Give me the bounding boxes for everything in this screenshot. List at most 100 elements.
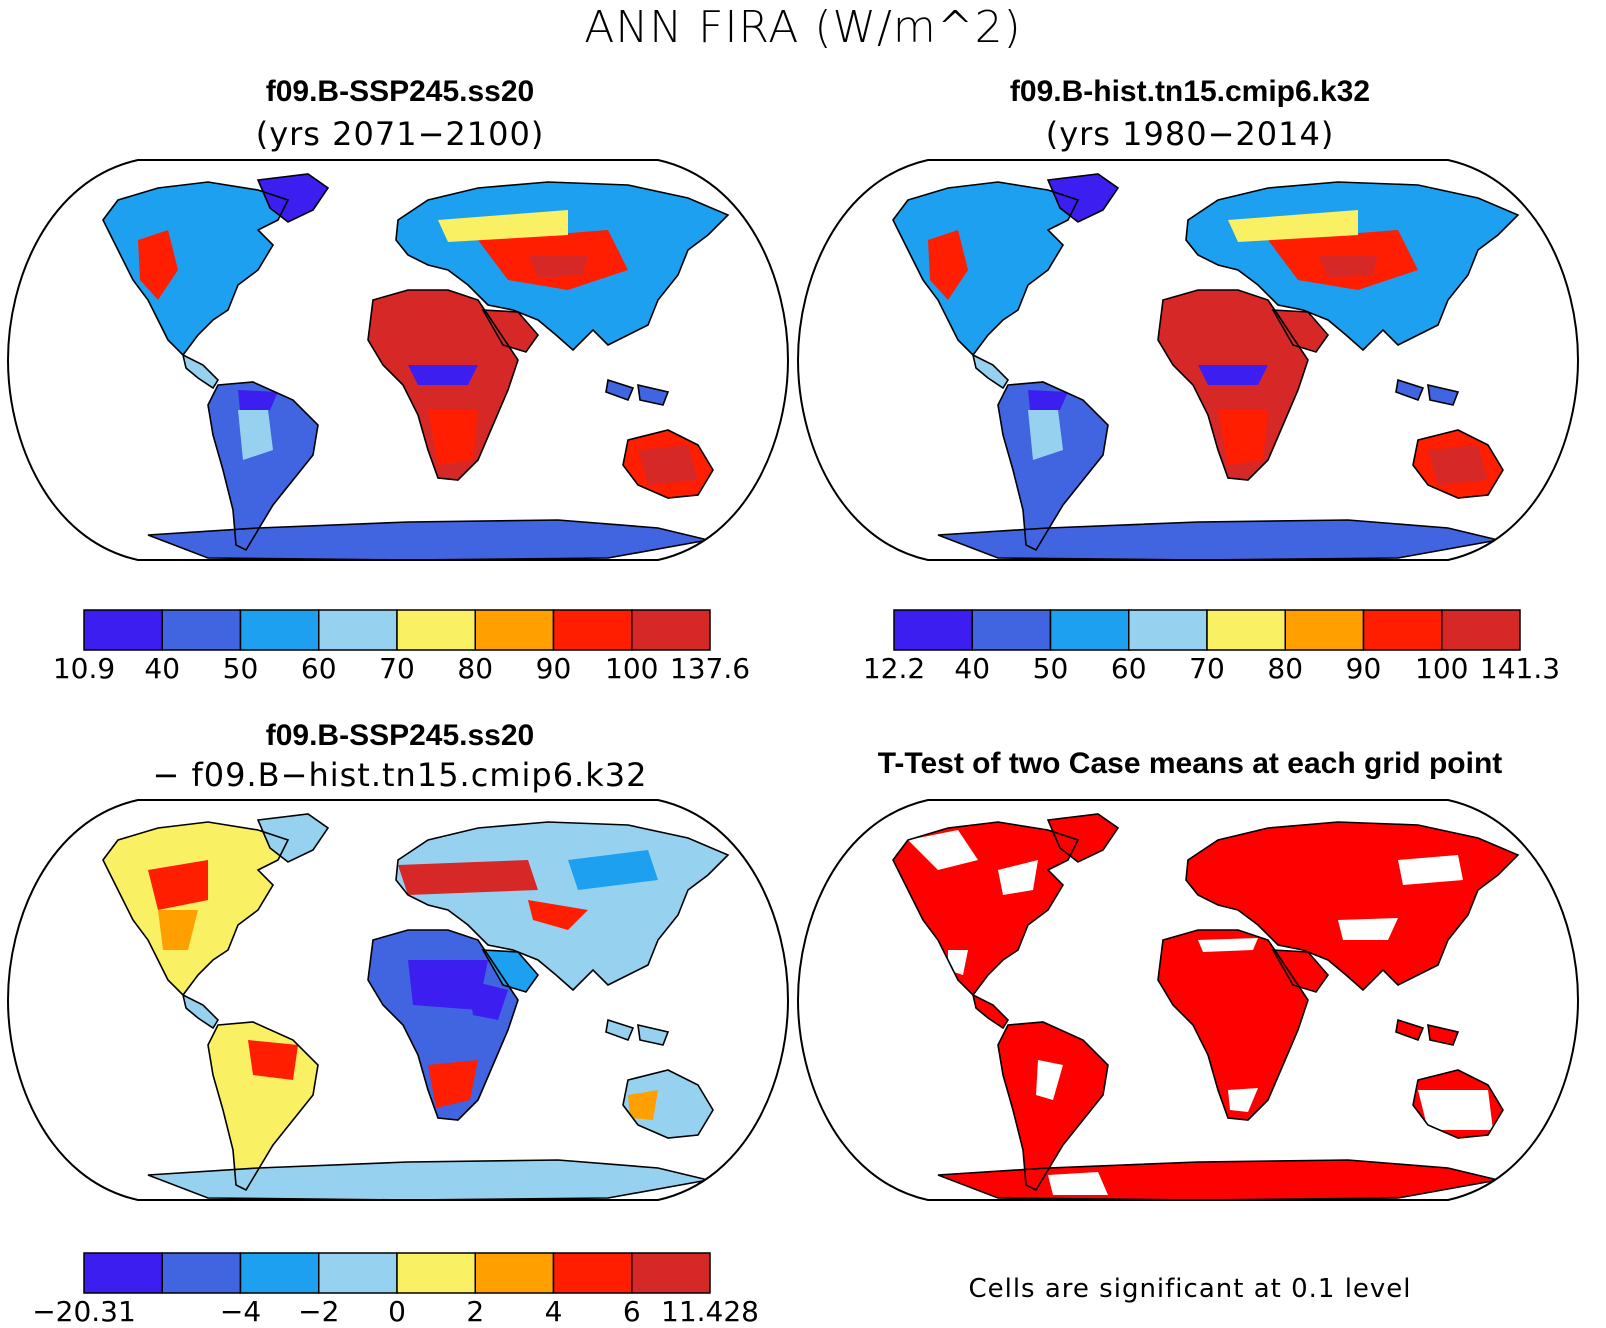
land-id1: [1396, 380, 1423, 400]
land-sa: [208, 382, 318, 550]
coastline: [892, 181, 1080, 357]
nonsignificant-patch: [1338, 918, 1398, 940]
coastline: [1395, 1018, 1425, 1042]
field-patch: [1168, 305, 1268, 350]
coastline: [481, 949, 540, 993]
coastline: [1185, 821, 1520, 992]
colorbar-case: [83, 609, 711, 651]
colorbar-tick-label: 100: [1415, 652, 1469, 685]
coastline: [395, 821, 730, 992]
coastline: [102, 821, 290, 997]
coastline: [1271, 949, 1330, 993]
land-ca: [183, 355, 218, 388]
colorbar-swatch: [1362, 609, 1443, 651]
coastline: [1271, 309, 1330, 353]
colorbar-tick-label: 70: [1189, 652, 1225, 685]
significant-land-ar: [1273, 950, 1328, 992]
colorbar-tick-label: 80: [1267, 652, 1304, 685]
colorbar-tick-label: 11.428: [661, 1295, 759, 1328]
colorbar-control: [893, 609, 1521, 651]
land-na: [103, 182, 288, 355]
colorbar-tick-label: 60: [300, 652, 337, 685]
nonsignificant-patch: [908, 830, 978, 870]
colorbar-tick-label: −20.31: [32, 1295, 136, 1328]
colorbar-swatch: [1284, 609, 1365, 651]
nonsignificant-patch: [1036, 1060, 1063, 1100]
colorbar-tick-label: 10.9: [52, 652, 116, 685]
map-control: [796, 159, 1580, 561]
colorbar-tick-label: 50: [222, 652, 259, 685]
colorbar-tick-label: 6: [622, 1295, 641, 1328]
coastline: [1395, 378, 1425, 402]
coastline: [605, 1018, 635, 1042]
coastline: [1046, 813, 1120, 863]
land-an: [148, 520, 708, 560]
colorbar-swatch: [83, 1252, 163, 1294]
panel-diff-subtitle: − f09.B−hist.tn15.cmip6.k32: [152, 756, 648, 794]
colorbar-swatch: [396, 1252, 476, 1294]
field-patch: [408, 365, 478, 385]
significant-land-af: [1158, 930, 1308, 1120]
colorbar-swatch: [893, 609, 973, 651]
colorbar-swatch: [1128, 609, 1208, 651]
field-patch: [378, 305, 478, 350]
coastline: [395, 181, 730, 352]
significant-land-id2: [1428, 1025, 1458, 1045]
field-patch: [528, 900, 588, 930]
land-id2: [638, 385, 668, 405]
colorbar-tick-label: 12.2: [862, 652, 926, 685]
coastline: [622, 1069, 714, 1139]
coastline: [181, 993, 220, 1030]
land-na: [103, 822, 288, 995]
colorbar-tick-label: 137.6: [669, 652, 751, 685]
coastline: [181, 353, 220, 390]
land-an: [938, 520, 1498, 560]
colorbar-tick-label: 40: [954, 652, 991, 685]
nonsignificant-patch: [1398, 855, 1463, 885]
coastline: [1427, 383, 1460, 406]
coastline: [1185, 181, 1520, 352]
colorbar-swatch: [971, 609, 1052, 651]
panel-diff-title: f09.B-SSP245.ss20: [265, 719, 535, 752]
nonsignificant-patch: [1048, 1172, 1108, 1195]
coastline: [892, 821, 1080, 997]
field-patch: [1028, 410, 1063, 460]
land-an: [148, 1160, 708, 1200]
colorbar-swatch: [396, 609, 476, 651]
colorbar-tick-label: 2: [466, 1295, 485, 1328]
colorbar-swatch: [474, 609, 555, 651]
field-patch: [528, 255, 588, 278]
colorbar-tick-label: 80: [457, 652, 494, 685]
colorbar-tick-label: 40: [144, 652, 181, 685]
significant-land-ca: [973, 995, 1008, 1028]
colorbar-swatch: [161, 1252, 242, 1294]
coastline: [1157, 929, 1309, 1121]
colorbar-tick-label: 90: [1345, 652, 1382, 685]
field-patch: [568, 850, 658, 890]
land-id2: [1428, 385, 1458, 405]
field-patch: [638, 445, 698, 485]
colorbar-swatch: [239, 1252, 320, 1294]
colorbar-swatch: [631, 1252, 711, 1294]
field-patch: [148, 860, 208, 910]
colorbar-tick-label: 50: [1032, 652, 1069, 685]
panel-ttest-title: T-Test of two Case means at each grid po…: [877, 747, 1503, 780]
coastline: [1046, 173, 1120, 223]
coastline: [1427, 1023, 1460, 1046]
colorbar-tick-label: 90: [535, 652, 572, 685]
coastline: [622, 429, 714, 499]
field-patch: [428, 1060, 478, 1108]
field-patch: [1228, 210, 1358, 242]
colorbar-tick-label: 60: [1110, 652, 1147, 685]
coastline: [207, 381, 319, 552]
land-ar: [483, 950, 538, 992]
colorbar-swatch: [239, 609, 320, 651]
colorbar-tick-label: −2: [298, 1295, 340, 1328]
map-case: [6, 159, 790, 561]
nonsignificant-patch: [1198, 938, 1258, 952]
nonsignificant-patch: [1228, 1088, 1258, 1112]
colorbar-tick-label: 70: [379, 652, 415, 685]
field-patch: [1198, 365, 1268, 385]
colorbar-swatch: [1206, 609, 1286, 651]
